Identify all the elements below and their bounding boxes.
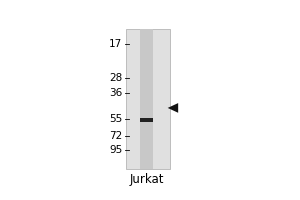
Text: 72: 72 bbox=[109, 131, 122, 141]
Polygon shape bbox=[168, 103, 178, 113]
Bar bbox=[126, 29, 170, 169]
Text: 28: 28 bbox=[109, 73, 122, 83]
Text: Jurkat: Jurkat bbox=[130, 173, 164, 186]
Text: 95: 95 bbox=[109, 145, 122, 155]
Text: 36: 36 bbox=[109, 88, 122, 98]
Text: 55: 55 bbox=[109, 114, 122, 124]
Text: 17: 17 bbox=[109, 39, 122, 49]
Bar bbox=[140, 29, 153, 169]
Bar bbox=[140, 118, 153, 122]
